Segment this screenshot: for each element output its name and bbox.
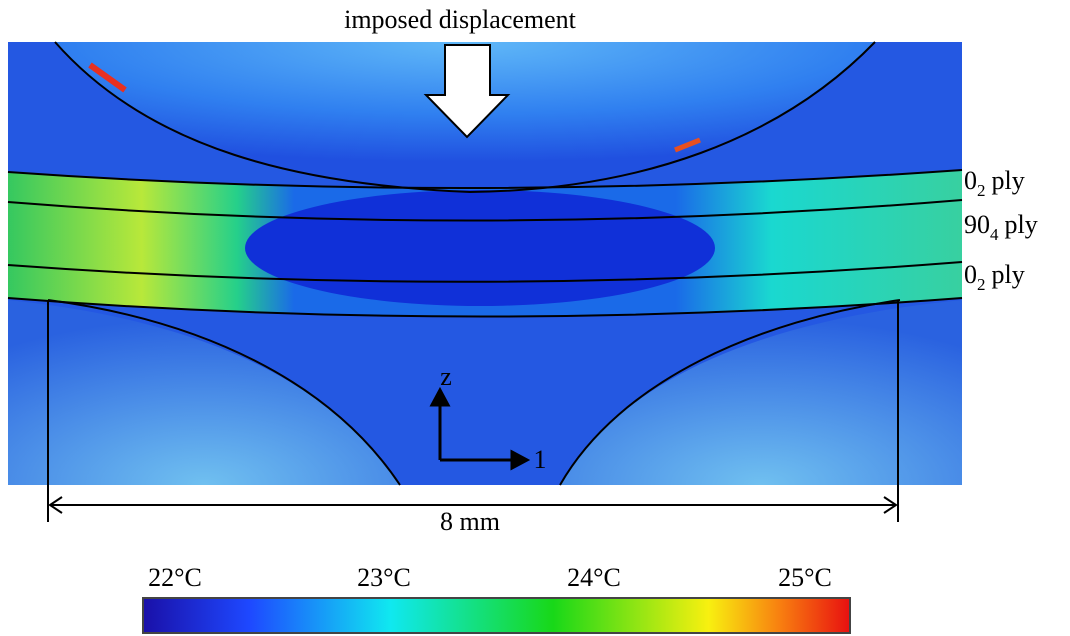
axis-z: z bbox=[440, 362, 452, 391]
outlines bbox=[7, 41, 963, 522]
dimension: 8 mm bbox=[440, 507, 500, 536]
colorbar bbox=[142, 597, 851, 634]
colorbar-label: 24°C bbox=[567, 563, 621, 592]
title: imposed displacement bbox=[344, 5, 577, 34]
colorbar-label: 23°C bbox=[357, 563, 411, 592]
colorbar-label: 22°C bbox=[148, 563, 202, 592]
axes-icon bbox=[429, 386, 531, 471]
axis-1: 1 bbox=[534, 445, 547, 474]
ply-label: 904 ply bbox=[964, 210, 1038, 244]
ply-label: 02 ply bbox=[964, 166, 1025, 200]
load-arrow bbox=[423, 44, 511, 139]
ply-label: 02 ply bbox=[964, 260, 1025, 294]
colorbar-label: 25°C bbox=[778, 563, 832, 592]
